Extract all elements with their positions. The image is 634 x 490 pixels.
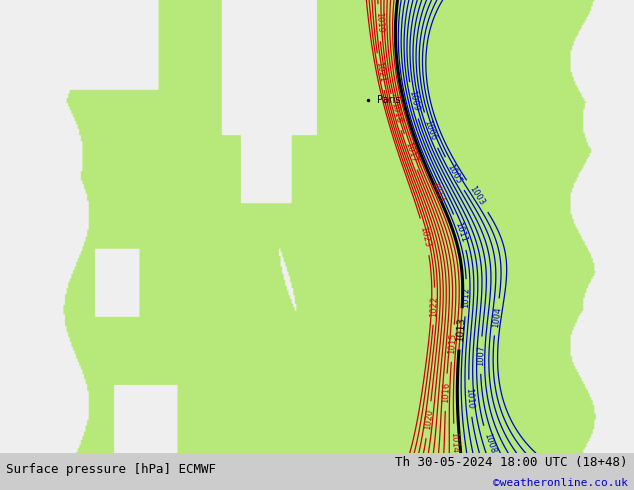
Text: 1022: 1022: [429, 295, 439, 317]
Text: 1013: 1013: [455, 316, 467, 342]
Text: 1010: 1010: [465, 388, 475, 409]
Text: 1008: 1008: [482, 432, 497, 455]
Text: 1003: 1003: [468, 185, 487, 207]
Text: 1020: 1020: [423, 409, 434, 431]
Text: 1016: 1016: [441, 382, 451, 403]
Text: 1009: 1009: [406, 89, 420, 112]
Text: 1017: 1017: [403, 141, 418, 163]
Text: Th 30-05-2024 18:00 UTC (18+48): Th 30-05-2024 18:00 UTC (18+48): [395, 456, 628, 469]
Text: 1023: 1023: [418, 225, 432, 248]
Text: ©weatheronline.co.uk: ©weatheronline.co.uk: [493, 478, 628, 488]
Text: 1013: 1013: [429, 180, 445, 203]
Text: Paris: Paris: [377, 95, 401, 105]
Text: 1006: 1006: [423, 119, 438, 142]
Text: 1014: 1014: [450, 432, 460, 453]
Text: Surface pressure [hPa] ECMWF: Surface pressure [hPa] ECMWF: [6, 463, 216, 476]
Text: 1004: 1004: [491, 306, 502, 328]
Text: 1005: 1005: [446, 162, 463, 185]
Text: 1021: 1021: [374, 61, 387, 83]
Text: 1015: 1015: [448, 332, 458, 354]
Text: 1011: 1011: [453, 220, 468, 244]
Text: 1018: 1018: [389, 101, 403, 123]
Text: 1007: 1007: [476, 344, 486, 366]
Text: 1019: 1019: [373, 12, 384, 33]
Text: 1012: 1012: [462, 287, 471, 308]
